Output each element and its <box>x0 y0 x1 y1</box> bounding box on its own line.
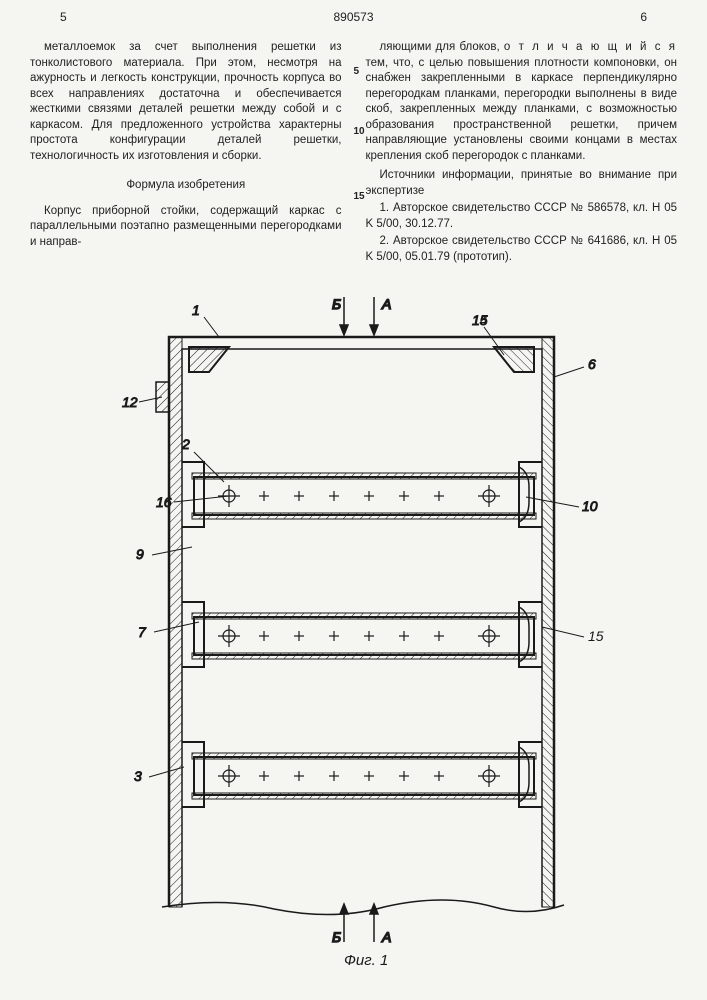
figure-caption: Фиг. 1 <box>344 952 388 967</box>
svg-text:Б: Б <box>332 296 341 312</box>
section-marks-top: Б А <box>332 296 391 335</box>
svg-text:14: 14 <box>472 312 488 328</box>
svg-text:1: 1 <box>192 302 200 318</box>
right-column: ляющими для блоков, о т л и ч а ю щ и й … <box>366 40 678 267</box>
formula-title: Формула изобретения <box>30 178 342 194</box>
rails <box>182 462 542 807</box>
figure-1: Б А <box>30 287 677 967</box>
sources-title: Источники информации, принятые во вниман… <box>366 168 678 199</box>
top-brackets <box>189 347 534 372</box>
paragraph: ляющими для блоков, о т л и ч а ю щ и й … <box>366 40 678 164</box>
patent-number: 890573 <box>333 10 373 24</box>
svg-text:А: А <box>381 296 391 312</box>
svg-text:А: А <box>381 929 391 945</box>
technical-drawing: Б А <box>74 287 634 967</box>
page-num-left: 5 <box>60 10 67 24</box>
section-marks-bottom: Б А <box>332 904 391 945</box>
left-bracket-12 <box>156 382 169 412</box>
side-walls <box>169 337 554 907</box>
svg-text:10: 10 <box>582 498 598 514</box>
svg-text:6: 6 <box>588 356 596 372</box>
svg-text:2: 2 <box>181 436 190 452</box>
source-ref: 1. Авторское свидетельство СССР № 586578… <box>366 201 678 232</box>
svg-text:16: 16 <box>156 494 172 510</box>
svg-text:15: 15 <box>588 628 604 644</box>
page-num-right: 6 <box>640 10 647 24</box>
left-column: металлоемок за счет выполнения решетки и… <box>30 40 342 267</box>
callouts: 1 15 6 12 2 16 10 9 7 3 <box>122 302 598 784</box>
outer-frame <box>169 337 554 907</box>
svg-text:Б: Б <box>332 929 341 945</box>
svg-text:12: 12 <box>122 394 138 410</box>
svg-text:9: 9 <box>136 546 144 562</box>
source-ref: 2. Авторское свидетельство СССР № 641686… <box>366 234 678 265</box>
paragraph: Корпус приборной стойки, содержащий карк… <box>30 204 342 251</box>
break-line <box>162 900 564 915</box>
svg-text:7: 7 <box>138 624 147 640</box>
svg-text:3: 3 <box>134 768 142 784</box>
paragraph: металлоемок за счет выполнения решетки и… <box>30 40 342 164</box>
